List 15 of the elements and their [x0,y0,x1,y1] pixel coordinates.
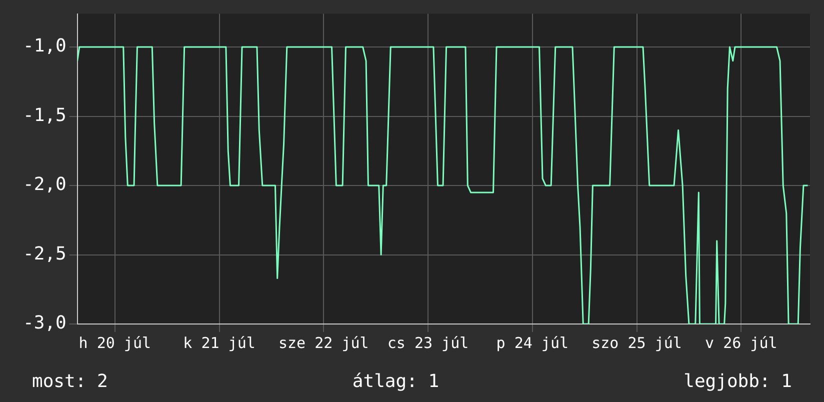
text: legjobb: 1 [684,370,792,392]
x-tick-label: sze 22 júl [278,334,369,352]
x-tick-label: h 20 júl [78,334,152,352]
x-tick-label: p 24 júl [496,334,569,352]
y-tick-label: -2,5 [22,243,66,264]
text: átlag: 1 [352,370,440,392]
x-tick-label: cs 23 júl [387,334,469,352]
y-tick-label: -2,0 [22,174,66,196]
y-tick-label: -3,0 [22,312,66,334]
y-tick-label: -1,0 [22,36,66,57]
x-tick-label: k 21 júl [183,334,256,352]
x-tick-label: v 26 júl [705,334,778,352]
text: most: 2 [32,370,108,392]
x-tick-label: szo 25 júl [592,334,682,352]
y-tick-label: -1,5 [22,104,66,126]
